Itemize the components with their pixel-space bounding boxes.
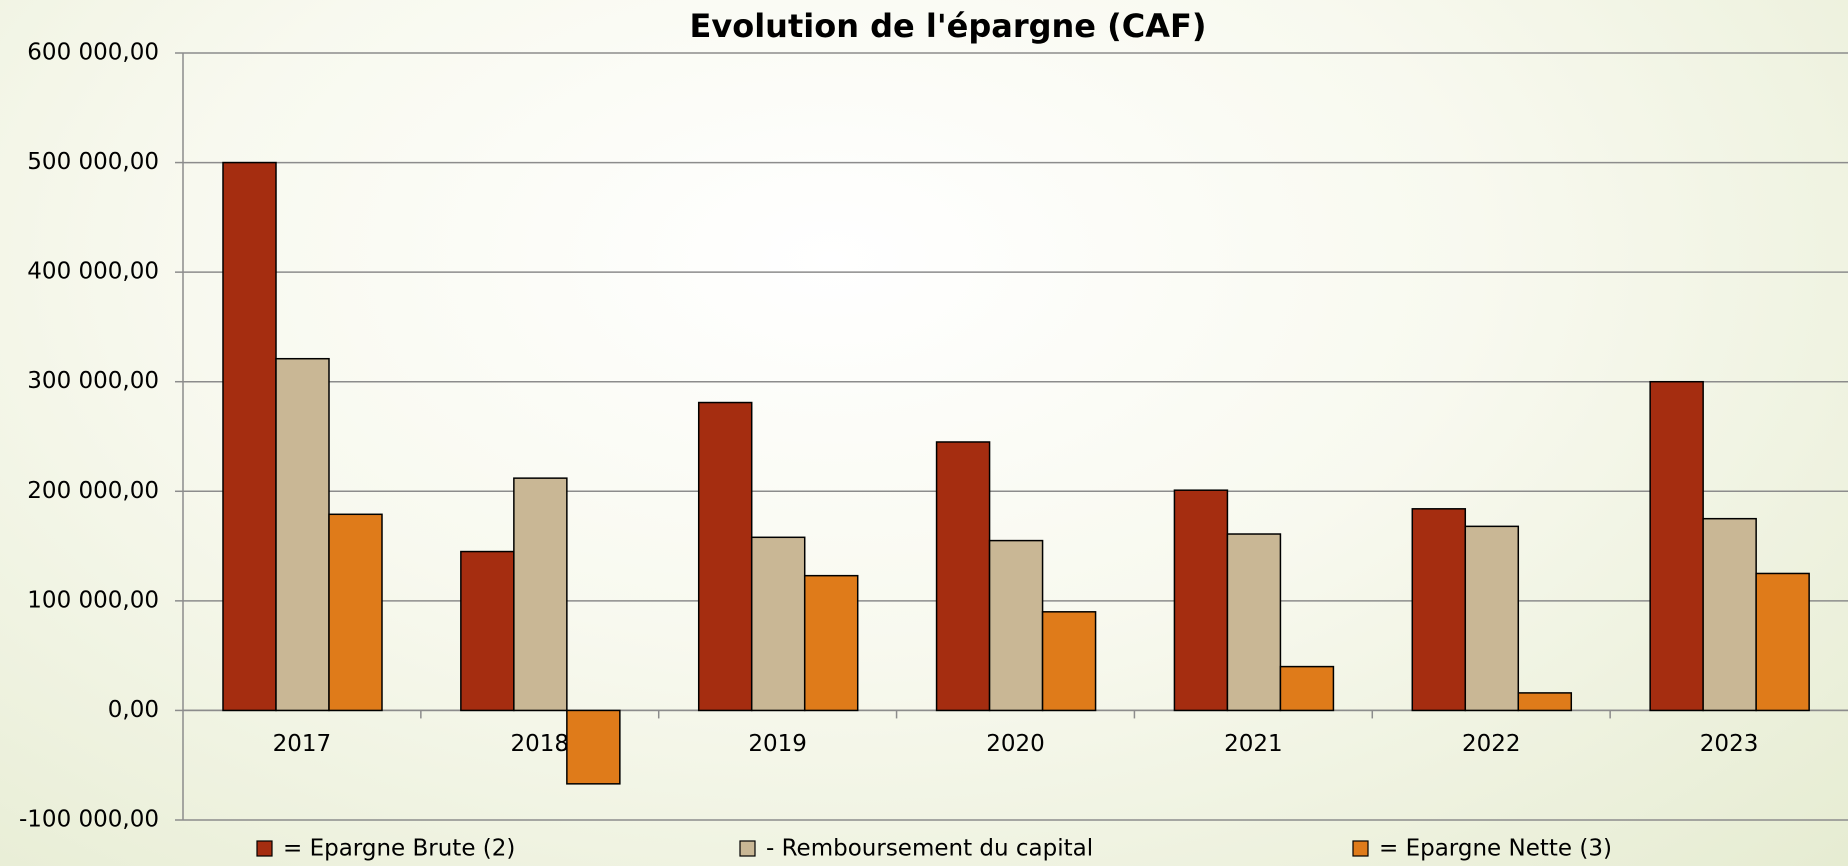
y-tick-label: 400 000,00 xyxy=(27,259,159,285)
y-tick-label: 300 000,00 xyxy=(27,368,159,394)
chart-title: Evolution de l'épargne (CAF) xyxy=(689,7,1206,45)
legend-label: - Remboursement du capital xyxy=(766,836,1093,862)
bar xyxy=(275,357,330,712)
bar xyxy=(1226,533,1282,712)
bar xyxy=(988,539,1044,712)
bar xyxy=(803,574,859,712)
bar xyxy=(935,441,991,712)
bar xyxy=(1173,489,1229,712)
bar xyxy=(1279,665,1335,712)
y-tick-label: 200 000,00 xyxy=(27,478,159,504)
x-tick-label: 2021 xyxy=(1224,731,1283,757)
bar xyxy=(222,161,277,712)
legend-swatch xyxy=(256,840,273,857)
bar xyxy=(1649,380,1704,712)
x-tick-label: 2017 xyxy=(273,731,332,757)
bar xyxy=(1755,572,1810,712)
legend-label: = Epargne Nette (3) xyxy=(1379,836,1612,862)
bar xyxy=(750,536,806,712)
legend-label: = Epargne Brute (2) xyxy=(283,836,515,862)
bar xyxy=(1517,692,1573,712)
bar xyxy=(1702,517,1757,712)
x-tick-label: 2023 xyxy=(1700,731,1759,757)
bar xyxy=(1411,508,1467,712)
x-tick-label: 2018 xyxy=(511,731,570,757)
y-tick-label: 100 000,00 xyxy=(27,587,159,613)
x-tick-label: 2022 xyxy=(1462,731,1521,757)
bar xyxy=(1464,525,1520,712)
bar xyxy=(566,709,621,785)
legend-swatch xyxy=(1352,840,1369,857)
bar xyxy=(460,550,515,712)
x-tick-label: 2019 xyxy=(748,731,807,757)
y-tick-label: 0,00 xyxy=(108,697,159,723)
y-tick-label: -100 000,00 xyxy=(19,807,159,833)
y-tick-label: 500 000,00 xyxy=(27,149,159,175)
bar xyxy=(1041,611,1097,712)
bar xyxy=(697,401,753,712)
bar xyxy=(328,513,383,712)
x-tick-label: 2020 xyxy=(986,731,1045,757)
bar xyxy=(513,477,568,712)
legend-swatch xyxy=(739,840,756,857)
y-tick-label: 600 000,00 xyxy=(27,40,159,66)
